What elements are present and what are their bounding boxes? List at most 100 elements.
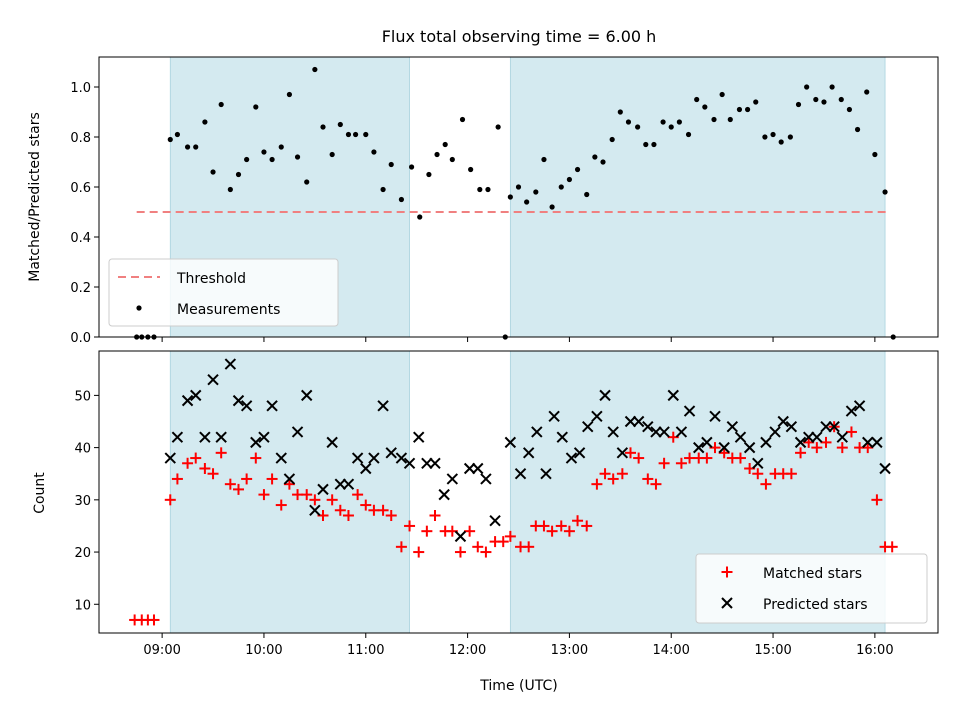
matched-star-point — [171, 473, 183, 485]
matched-star-point — [342, 510, 354, 521]
measurement-point — [442, 141, 448, 148]
matched-star-point — [795, 447, 807, 459]
predicted-star-point — [454, 530, 467, 543]
predicted-star-point — [309, 504, 321, 516]
predicted-star-point — [599, 389, 611, 402]
top-y-tick-label: 0.2 — [70, 281, 91, 296]
predicted-star-point — [377, 400, 389, 412]
matched-star-point — [395, 541, 407, 553]
measurement-point — [566, 176, 573, 183]
bottom-plot-frame — [98, 350, 939, 634]
measurement-point — [541, 156, 547, 163]
predicted-star-point — [709, 410, 721, 422]
predicted-star-point — [181, 394, 194, 407]
measurement-point — [736, 106, 743, 113]
matched-star-point — [454, 546, 466, 558]
matched-star-point — [752, 468, 764, 480]
matched-star-point — [309, 494, 321, 506]
matched-star-point — [701, 452, 713, 464]
matched-star-point — [599, 468, 611, 480]
predicted-star-point — [650, 426, 662, 438]
matched-star-point — [148, 614, 160, 626]
matched-star-point — [199, 463, 211, 474]
measurement-point — [668, 124, 674, 130]
predicted-star-point — [342, 478, 355, 490]
predicted-star-point — [802, 431, 815, 443]
measurement-point — [727, 116, 733, 123]
legend-predicted-label: Predicted stars — [763, 597, 868, 613]
matched-star-point — [650, 478, 662, 490]
matched-star-point — [836, 442, 848, 454]
bottom-y-tick-label: 10 — [74, 598, 91, 613]
top-legend: Threshold Measurements — [108, 258, 339, 327]
predicted-star-point — [616, 447, 629, 459]
matched-star-point — [718, 447, 730, 459]
measurement-point — [459, 116, 466, 123]
measurement-point — [558, 184, 564, 190]
predicted-star-point — [291, 426, 304, 438]
legend-measurements-label: Measurements — [177, 302, 280, 318]
x-tick-label: 13:00 — [551, 643, 588, 658]
predicted-star-point — [624, 415, 637, 428]
matched-star-point — [232, 483, 244, 495]
top-y-axis-label: Matched/Predicted stars — [27, 112, 43, 282]
matched-star-point — [820, 436, 832, 448]
measurement-point — [380, 186, 386, 193]
predicted-star-point — [701, 436, 713, 449]
x-tick-label: 12:00 — [449, 643, 486, 658]
predicted-star-point — [540, 468, 552, 480]
x-tick-label: 11:00 — [347, 643, 384, 658]
top-legend-box — [108, 258, 339, 327]
predicted-star-point — [726, 421, 739, 433]
x-tick-label: 10:00 — [245, 643, 282, 658]
measurement-point — [795, 101, 802, 108]
predicted-star-point — [438, 488, 450, 501]
matched-star-point — [563, 525, 575, 537]
legend-predicted-swatch — [721, 597, 733, 609]
measurement-point — [635, 124, 641, 130]
measurement-point — [617, 109, 623, 115]
matched-star-point — [283, 478, 295, 490]
measurement-point — [515, 184, 522, 190]
matched-star-point — [546, 525, 558, 537]
matched-star-point — [675, 457, 687, 469]
predicted-star-point — [334, 478, 347, 490]
predicted-star-point — [718, 441, 730, 454]
predicted-star-point — [777, 415, 789, 428]
predicted-star-point — [769, 426, 781, 438]
matched-star-point — [480, 546, 492, 558]
matched-star-point — [504, 530, 516, 542]
measurement-point — [524, 199, 530, 205]
predicted-star-point — [207, 374, 219, 386]
measurement-point — [829, 84, 835, 90]
predicted-star-point — [675, 426, 688, 438]
predicted-star-point — [275, 452, 287, 464]
matched-star-point — [258, 489, 270, 501]
matched-stars-series — [129, 421, 898, 626]
predicted-star-point — [522, 447, 535, 459]
predicted-star-point — [489, 515, 501, 527]
matched-star-point — [785, 468, 797, 480]
matched-star-point — [429, 510, 441, 521]
matched-star-point — [625, 447, 637, 459]
measurement-point — [468, 166, 474, 173]
predicted-star-point — [853, 400, 866, 412]
measurement-point — [846, 106, 853, 113]
matched-star-point — [164, 494, 176, 506]
measurement-point — [762, 134, 768, 140]
predicted-star-point — [845, 405, 858, 417]
measurement-point — [813, 96, 819, 103]
predicted-star-point — [836, 431, 848, 443]
predicted-star-point — [760, 436, 772, 449]
matched-star-point — [642, 473, 654, 485]
measurement-point — [320, 124, 326, 130]
matched-star-point — [215, 447, 227, 459]
bottom-legend: Matched stars Predicted stars — [695, 553, 928, 624]
predicted-star-point — [573, 447, 586, 459]
predicted-star-point — [472, 462, 484, 475]
predicted-star-point — [734, 431, 747, 443]
measurement-point — [210, 169, 216, 175]
predicted-star-point — [531, 426, 543, 438]
matched-star-point — [413, 546, 425, 558]
